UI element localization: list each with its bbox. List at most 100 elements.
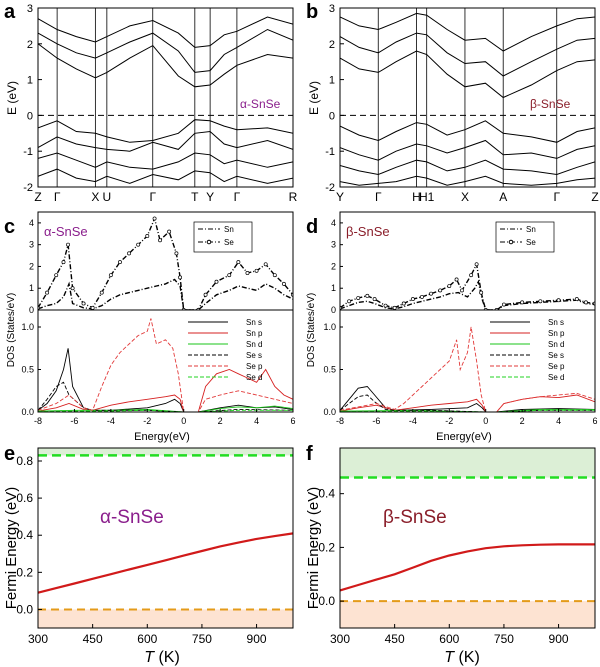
legend-label-d-pdos-1: Sn p xyxy=(548,329,565,338)
panel-c-letter: c xyxy=(4,216,15,238)
frame-f xyxy=(339,447,596,629)
dos-marker-d-5 xyxy=(383,303,388,308)
xtick-label-f-2: 600 xyxy=(439,632,459,646)
xtick-label-f-3: 750 xyxy=(494,632,514,646)
dos-marker-d-20 xyxy=(501,302,506,307)
dos-marker-d-17 xyxy=(479,290,484,295)
band-a-6 xyxy=(38,16,293,48)
panel-b-material-label: β-SnSe xyxy=(530,97,571,111)
panel-d-letter: d xyxy=(306,216,318,238)
band-b-6 xyxy=(340,12,595,52)
dos-d-bottom-series-3 xyxy=(340,394,595,412)
kpoint-label-a-0: Z xyxy=(34,190,41,204)
panel-a-letter: a xyxy=(4,1,16,23)
legend-label-c-pdos-2: Sn d xyxy=(246,340,262,349)
dos-marker-d-22 xyxy=(538,299,543,304)
kpoint-label-b-6: Γ xyxy=(553,190,560,204)
panel-e-material-label: α-SnSe xyxy=(100,507,164,528)
legend-label-d-pdos-4: Se p xyxy=(548,362,565,371)
dos-marker-d-1 xyxy=(347,299,352,304)
conduction-band-shade-e xyxy=(38,448,293,456)
xtick-label-e-4: 900 xyxy=(247,632,267,646)
band-a-0 xyxy=(38,119,293,143)
ytick-label-d-top-1: 1 xyxy=(331,283,336,293)
kpoint-label-b-7: Z xyxy=(591,190,598,204)
dos-marker-c-10 xyxy=(118,260,122,265)
ytick-label-b-0: -2 xyxy=(325,182,335,194)
dos-marker-c-11 xyxy=(127,251,132,256)
ytick-label-a-5: 3 xyxy=(27,3,33,15)
ytick-label-a-1: -1 xyxy=(23,146,33,158)
panel-b-letter: b xyxy=(306,1,318,23)
dos-d-top-series-0 xyxy=(340,279,595,310)
kpoint-label-b-3: H1 xyxy=(419,190,435,204)
xtick-label-e-1: 450 xyxy=(83,632,103,646)
ytick-label-c-top-3: 3 xyxy=(29,240,34,250)
dos-d-bottom-series-0 xyxy=(340,386,595,412)
xtick-label-e-3: 750 xyxy=(192,632,212,646)
xtick-label-e-0: 300 xyxy=(28,632,48,646)
dos-marker-d-3 xyxy=(365,293,370,298)
panel-f-ylabel: Fermi Energy (eV) xyxy=(305,487,322,610)
ytick-label-a-0: -2 xyxy=(23,182,33,194)
dos-marker-c-21 xyxy=(203,292,208,297)
dos-marker-c-9 xyxy=(108,273,113,278)
kpoint-label-a-4: Γ xyxy=(149,190,156,204)
xtick-label-c-2: -4 xyxy=(107,416,115,426)
band-a-2 xyxy=(38,152,293,170)
dos-marker-c-7 xyxy=(90,305,95,310)
xtick-label-d-5: 2 xyxy=(520,416,525,426)
ytick-label-c-bottom-2: 1.0 xyxy=(21,322,34,332)
ytick-label-e-4: 0.8 xyxy=(16,454,33,468)
panel-e-ylabel: Fermi Energy (eV) xyxy=(3,487,20,610)
ytick-label-c-bottom-0: 0.0 xyxy=(21,407,34,417)
legend-box-d xyxy=(495,221,555,253)
dos-c-bottom-series-0 xyxy=(38,348,293,412)
ytick-label-f-0: 0.0 xyxy=(318,594,335,608)
dos-marker-c-2 xyxy=(54,273,59,278)
kpoint-label-a-3: U xyxy=(103,190,112,204)
panel-d-xlabel: Energy(eV) xyxy=(436,431,492,443)
kpoint-label-b-0: Y xyxy=(336,190,344,204)
frame-e xyxy=(37,447,294,629)
valence-band-shade-e xyxy=(38,609,293,628)
dos-marker-c-28 xyxy=(272,273,277,278)
ytick-label-d-top-3: 3 xyxy=(331,240,336,250)
dos-d-bottom-series-5 xyxy=(340,409,595,412)
xtick-label-c-4: 0 xyxy=(181,416,186,426)
dos-d-bottom-series-2 xyxy=(340,408,595,412)
ytick-label-b-3: 1 xyxy=(329,75,335,87)
legend-label-d-0: Sn xyxy=(526,225,536,234)
dos-marker-c-27 xyxy=(263,262,268,267)
ytick-label-d-bottom-0: 0.0 xyxy=(323,407,336,417)
xtick-label-d-0: -8 xyxy=(336,416,344,426)
ytick-label-e-3: 0.6 xyxy=(16,491,33,505)
dos-marker-c-14 xyxy=(152,216,157,221)
ytick-label-c-top-4: 4 xyxy=(29,218,34,228)
xtick-label-f-1: 450 xyxy=(385,632,405,646)
frame-b xyxy=(339,7,596,188)
dos-marker-d-9 xyxy=(420,294,424,299)
fermi-energy-curve-e xyxy=(37,532,294,594)
ytick-label-d-bottom-1: 0.5 xyxy=(323,365,336,375)
panel-f-material-label: β-SnSe xyxy=(383,507,447,528)
dos-marker-c-12 xyxy=(136,242,141,247)
band-b-5 xyxy=(340,32,595,77)
frame-a xyxy=(37,7,294,188)
dos-d-top-series-1 xyxy=(340,262,595,310)
ytick-label-b-4: 2 xyxy=(329,39,335,51)
panel-c-xlabel: Energy(eV) xyxy=(134,431,190,443)
panel-a-material-label: α-SnSe xyxy=(240,97,281,111)
dos-marker-c-22 xyxy=(214,279,219,284)
panel-f-letter: f xyxy=(306,443,313,465)
panel-a-ylabel: E (eV) xyxy=(5,81,19,115)
xtick-label-c-6: 4 xyxy=(254,416,259,426)
xtick-label-d-7: 6 xyxy=(592,416,597,426)
legend-label-c-pdos-0: Sn s xyxy=(246,318,262,327)
legend-label-c-pdos-4: Se p xyxy=(246,362,263,371)
dos-c-bottom-series-4 xyxy=(38,318,293,412)
ytick-label-d-top-2: 2 xyxy=(331,261,336,271)
dos-marker-d-24 xyxy=(574,297,579,302)
ytick-label-e-2: 0.4 xyxy=(16,528,33,542)
